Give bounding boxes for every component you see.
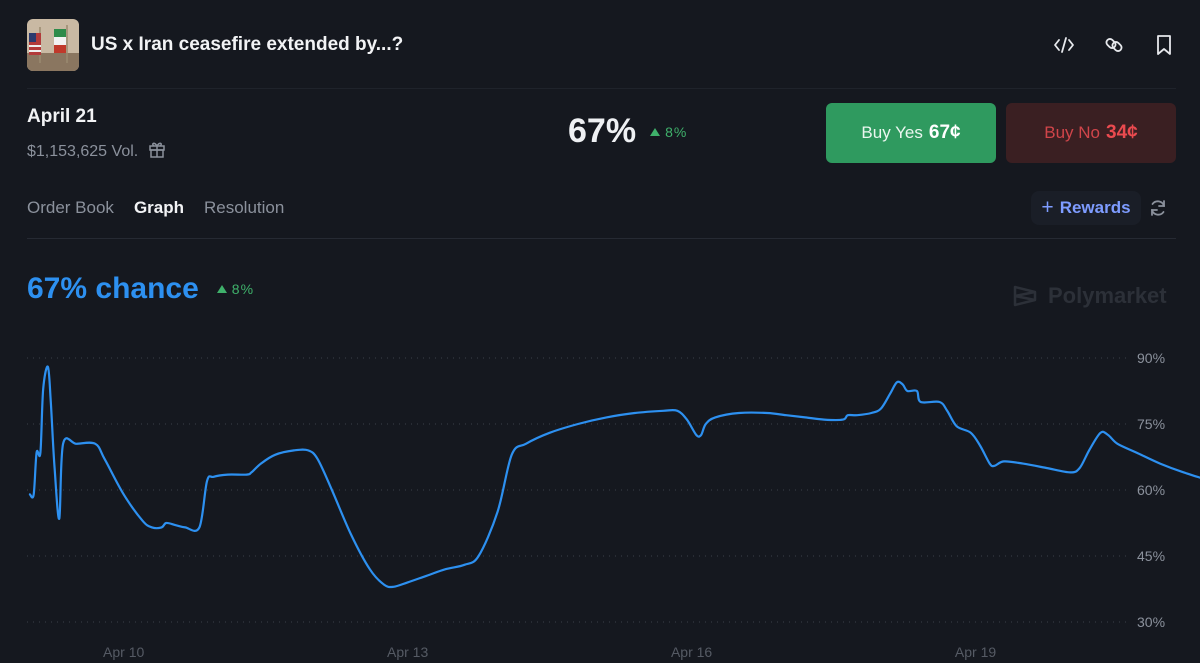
chance-change: 8% bbox=[216, 281, 255, 297]
rewards-button[interactable]: + Rewards bbox=[1031, 191, 1141, 225]
y-tick-label: 30% bbox=[1137, 614, 1165, 630]
header-divider bbox=[27, 88, 1176, 89]
y-tick-label: 60% bbox=[1137, 482, 1165, 498]
y-tick-label: 45% bbox=[1137, 548, 1165, 564]
probability-change: 8% bbox=[650, 124, 687, 140]
link-icon[interactable] bbox=[1102, 33, 1126, 57]
polymarket-logo-icon bbox=[1013, 285, 1037, 307]
change-value: 8% bbox=[665, 123, 688, 140]
tab-resolution[interactable]: Resolution bbox=[204, 198, 285, 217]
y-tick-label: 90% bbox=[1137, 350, 1165, 366]
buy-yes-button[interactable]: Buy Yes 67¢ bbox=[826, 103, 996, 163]
rewards-label: Rewards bbox=[1059, 198, 1131, 217]
x-tick-label: Apr 16 bbox=[671, 644, 712, 660]
buy-no-label: Buy No bbox=[1044, 123, 1101, 142]
chance-value: 67% chance bbox=[27, 272, 199, 305]
market-volume: $1,153,625 Vol. bbox=[27, 142, 139, 160]
x-tick-label: Apr 19 bbox=[955, 644, 996, 660]
chance-headline: 67% chance 8% bbox=[27, 272, 254, 306]
refresh-icon[interactable] bbox=[1148, 198, 1168, 218]
buy-no-button[interactable]: Buy No 34¢ bbox=[1006, 103, 1176, 163]
embed-code-icon[interactable] bbox=[1052, 33, 1076, 57]
market-date: April 21 bbox=[27, 106, 97, 127]
y-tick-label: 75% bbox=[1137, 416, 1165, 432]
probability-line bbox=[28, 365, 1200, 589]
buy-yes-label: Buy Yes bbox=[861, 123, 923, 142]
up-arrow-icon bbox=[650, 127, 661, 136]
view-tabs: Order Book Graph Resolution bbox=[27, 198, 284, 218]
bookmark-icon[interactable] bbox=[1152, 33, 1176, 57]
tab-order-book[interactable]: Order Book bbox=[27, 198, 114, 217]
tabs-divider bbox=[27, 238, 1176, 239]
market-title: US x Iran ceasefire extended by...? bbox=[91, 34, 404, 55]
polymarket-watermark: Polymarket bbox=[1012, 283, 1167, 309]
probability-value: 67% bbox=[568, 112, 637, 150]
brand-name: Polymarket bbox=[1048, 283, 1167, 308]
buy-no-price: 34¢ bbox=[1106, 122, 1138, 143]
up-arrow-icon bbox=[216, 285, 227, 293]
x-tick-label: Apr 13 bbox=[387, 644, 428, 660]
market-info: April 21 $1,153,625 Vol. bbox=[27, 106, 166, 163]
tab-graph[interactable]: Graph bbox=[133, 198, 184, 217]
x-tick-label: Apr 10 bbox=[103, 644, 144, 660]
gift-icon[interactable] bbox=[148, 140, 166, 163]
market-thumbnail bbox=[27, 19, 79, 71]
buy-yes-price: 67¢ bbox=[928, 122, 961, 143]
market-header: US x Iran ceasefire extended by...? bbox=[27, 17, 1176, 73]
current-probability: 67% 8% bbox=[568, 112, 687, 151]
chance-change-value: 8% bbox=[231, 281, 255, 297]
plus-icon: + bbox=[1041, 196, 1054, 219]
